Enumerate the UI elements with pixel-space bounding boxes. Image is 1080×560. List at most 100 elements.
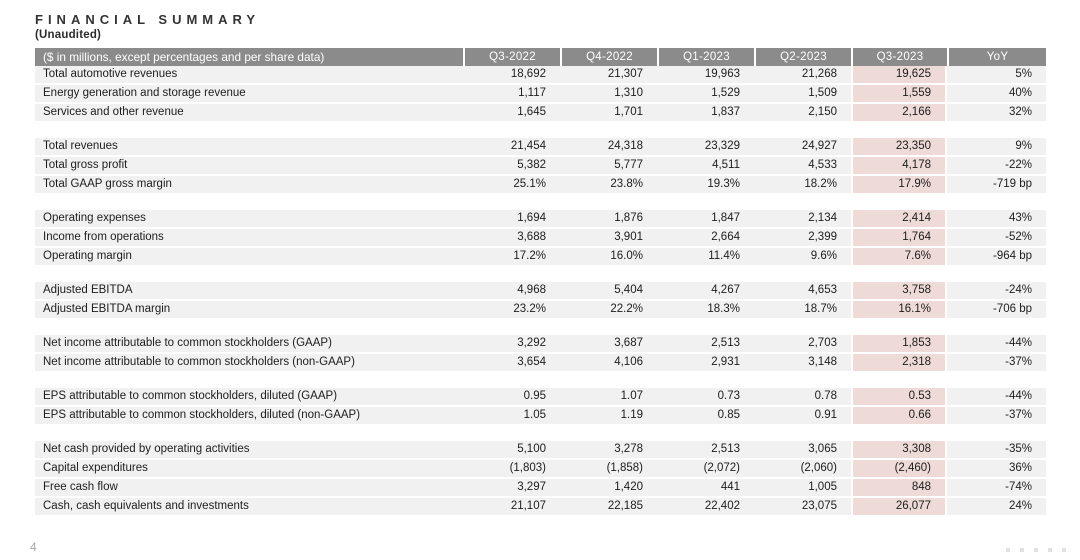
- value-cell: 36%: [947, 460, 1046, 479]
- value-cell: 22,185: [560, 498, 657, 517]
- table-row: Cash, cash equivalents and investments 21…: [35, 498, 1046, 517]
- value-cell: 19,963: [657, 66, 754, 85]
- value-cell: 0.78: [754, 388, 851, 407]
- value-cell: 0.73: [657, 388, 754, 407]
- value-cell: 5,777: [560, 157, 657, 176]
- table-row: Energy generation and storage revenue 1,1…: [35, 85, 1046, 104]
- page-subtitle: (Unaudited): [35, 29, 102, 41]
- value-cell: 0.95: [463, 388, 560, 407]
- value-cell: 16.1%: [851, 301, 947, 320]
- row-label: Net cash provided by operating activitie…: [35, 441, 463, 460]
- table-row: Free cash flow 3,297 1,420 441 1,005 848 -74%: [35, 479, 1046, 498]
- value-cell: 0.85: [657, 407, 754, 426]
- value-cell: 441: [657, 479, 754, 498]
- value-cell: -52%: [947, 229, 1046, 248]
- value-cell: 5,382: [463, 157, 560, 176]
- value-cell: 1,559: [851, 85, 947, 104]
- value-cell: 26,077: [851, 498, 947, 517]
- value-cell: -706 bp: [947, 301, 1046, 320]
- footer-dot: [1062, 548, 1066, 552]
- value-cell: 3,148: [754, 354, 851, 373]
- value-cell: -24%: [947, 282, 1046, 301]
- value-cell: 4,968: [463, 282, 560, 301]
- row-label: Total revenues: [35, 138, 463, 157]
- table-row: Services and other revenue 1,645 1,701 1,83…: [35, 104, 1046, 123]
- row-label: Net income attributable to common stockh…: [35, 354, 463, 373]
- value-cell: 32%: [947, 104, 1046, 123]
- value-cell: 40%: [947, 85, 1046, 104]
- value-cell: 2,513: [657, 335, 754, 354]
- value-cell: -44%: [947, 388, 1046, 407]
- row-label: Services and other revenue: [35, 104, 463, 123]
- section-gap: [35, 426, 1046, 441]
- table-row: Operating margin 17.2% 16.0% 11.4% 9.6% 7.6% -…: [35, 248, 1046, 267]
- footer-dot: [1006, 548, 1010, 552]
- value-cell: 1,310: [560, 85, 657, 104]
- value-cell: 1,005: [754, 479, 851, 498]
- row-label: Net income attributable to common stockh…: [35, 335, 463, 354]
- value-cell: 23.8%: [560, 176, 657, 195]
- value-cell: 23.2%: [463, 301, 560, 320]
- column-header-yoy: YoY: [947, 48, 1046, 66]
- value-cell: 2,134: [754, 210, 851, 229]
- footer-dot: [1048, 548, 1052, 552]
- table-row: Adjusted EBITDA 4,968 5,404 4,267 4,653 3,758…: [35, 282, 1046, 301]
- row-label: Energy generation and storage revenue: [35, 85, 463, 104]
- value-cell: 1,117: [463, 85, 560, 104]
- value-cell: 18.3%: [657, 301, 754, 320]
- value-cell: 1.07: [560, 388, 657, 407]
- value-cell: 2,399: [754, 229, 851, 248]
- table-row: Total gross profit 5,382 5,777 4,511 4,533 4,…: [35, 157, 1046, 176]
- value-cell: 19,625: [851, 66, 947, 85]
- row-label: Cash, cash equivalents and investments: [35, 498, 463, 517]
- value-cell: 18.7%: [754, 301, 851, 320]
- value-cell: -964 bp: [947, 248, 1046, 267]
- value-cell: 1,876: [560, 210, 657, 229]
- value-cell: 1,645: [463, 104, 560, 123]
- value-cell: 4,511: [657, 157, 754, 176]
- value-cell: 2,513: [657, 441, 754, 460]
- value-cell: 21,454: [463, 138, 560, 157]
- value-cell: 24,318: [560, 138, 657, 157]
- row-label: Operating margin: [35, 248, 463, 267]
- value-cell: 21,307: [560, 66, 657, 85]
- section-gap: [35, 123, 1046, 138]
- value-cell: 24,927: [754, 138, 851, 157]
- column-header-q2-2023: Q2-2023: [754, 48, 851, 66]
- value-cell: 3,758: [851, 282, 947, 301]
- value-cell: (1,858): [560, 460, 657, 479]
- value-cell: 17.2%: [463, 248, 560, 267]
- value-cell: 2,150: [754, 104, 851, 123]
- value-cell: 11.4%: [657, 248, 754, 267]
- value-cell: -22%: [947, 157, 1046, 176]
- row-label: Free cash flow: [35, 479, 463, 498]
- value-cell: 18.2%: [754, 176, 851, 195]
- value-cell: 1.05: [463, 407, 560, 426]
- table-row: EPS attributable to common stockholders,…: [35, 388, 1046, 407]
- row-label: Total GAAP gross margin: [35, 176, 463, 195]
- table-row: Adjusted EBITDA margin 23.2% 22.2% 18.3% 18.…: [35, 301, 1046, 320]
- row-label: EPS attributable to common stockholders,…: [35, 388, 463, 407]
- table-row: Net income attributable to common stockh…: [35, 354, 1046, 373]
- value-cell: 3,688: [463, 229, 560, 248]
- value-cell: 4,533: [754, 157, 851, 176]
- value-cell: 3,297: [463, 479, 560, 498]
- value-cell: 0.53: [851, 388, 947, 407]
- value-cell: 2,664: [657, 229, 754, 248]
- value-cell: 4,267: [657, 282, 754, 301]
- value-cell: -37%: [947, 407, 1046, 426]
- row-label: Income from operations: [35, 229, 463, 248]
- page-number: 4: [30, 540, 37, 554]
- section-gap: [35, 320, 1046, 335]
- value-cell: 5,404: [560, 282, 657, 301]
- value-cell: 3,654: [463, 354, 560, 373]
- value-cell: 18,692: [463, 66, 560, 85]
- value-cell: 23,350: [851, 138, 947, 157]
- value-cell: 1,701: [560, 104, 657, 123]
- value-cell: 1,529: [657, 85, 754, 104]
- value-cell: 3,278: [560, 441, 657, 460]
- value-cell: 3,292: [463, 335, 560, 354]
- value-cell: 5%: [947, 66, 1046, 85]
- value-cell: 3,308: [851, 441, 947, 460]
